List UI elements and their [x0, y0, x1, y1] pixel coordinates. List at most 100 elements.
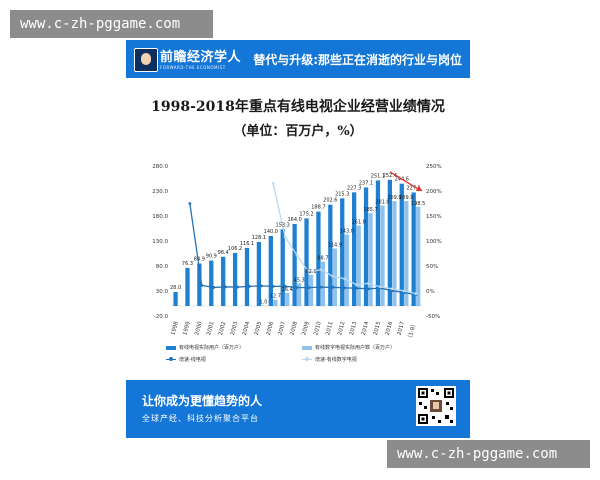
x-tick-label: 2014 — [361, 320, 371, 336]
growth-point-total — [200, 283, 204, 287]
y-tick-label: 30.0 — [156, 289, 169, 295]
bar-digital-users — [368, 213, 373, 306]
bar-line-chart: -20.0 30.0 80.0 130.0 180.0 230.0 280.0 -50% 0% 5… — [152, 164, 442, 338]
data-label-total: 215.3 — [335, 191, 349, 197]
legend-item-growth-digital: 增速-有线数字电视 — [302, 356, 357, 363]
brand-name: 前瞻经济学人 — [160, 50, 242, 65]
data-label-total: 175.2 — [299, 211, 313, 217]
y2-tick-label: 250% — [426, 164, 442, 170]
data-label-total: 76.3 — [182, 261, 193, 267]
growth-point-digital — [271, 182, 275, 185]
bar-total-users — [387, 179, 392, 306]
decline-arrowhead — [415, 185, 423, 192]
bar-total-users — [244, 247, 250, 306]
bar-digital-users — [356, 225, 361, 306]
growth-point-total — [367, 287, 370, 291]
data-label-total: 106.2 — [228, 246, 242, 252]
watermark-bottom: www.c-zh-pggame.com — [387, 440, 590, 468]
data-label-digital: 209.9 — [387, 195, 401, 201]
growth-point-digital — [367, 281, 370, 285]
data-label-total: 153.3 — [276, 222, 290, 228]
growth-point-total — [283, 284, 287, 288]
bar-digital-users — [320, 261, 326, 306]
data-label-digital: 143.0 — [340, 229, 354, 235]
data-label-digital: 62.1 — [305, 269, 316, 275]
bar-total-users — [352, 192, 357, 306]
bar-total-users — [340, 198, 345, 306]
data-label-total: 128.1 — [252, 235, 266, 241]
watermark-top: www.c-zh-pggame.com — [10, 10, 213, 38]
bar-total-users — [209, 260, 214, 306]
growth-point-digital — [343, 277, 347, 281]
bar-digital-users — [285, 292, 290, 306]
brand-subtitle: FORWARD·THE ECONOMIST — [160, 65, 226, 70]
growth-point-total — [224, 285, 227, 289]
growth-point-total — [259, 284, 263, 288]
y2-tick-label: 100% — [426, 239, 442, 245]
bar-total-users — [268, 236, 273, 306]
x-tick-label: 2010 — [313, 320, 323, 336]
data-label-digital: 185.7 — [363, 207, 377, 213]
bar-total-users — [221, 256, 226, 306]
data-label-digital: 161.0 — [352, 220, 366, 226]
bar-total-users — [292, 224, 297, 306]
x-tick-label: 2012 — [337, 321, 346, 336]
bar-total-users — [316, 211, 321, 306]
y-tick-label: 130.0 — [152, 239, 168, 245]
data-label-total: 116.1 — [240, 241, 254, 247]
x-tick-label: 2003 — [230, 320, 240, 336]
x-tick-label: 2005 — [254, 320, 264, 336]
growth-point-digital — [390, 287, 394, 291]
data-label-total: 98.4 — [218, 250, 229, 256]
growth-point-digital — [283, 235, 287, 239]
data-label-digital: 201.0 — [375, 200, 389, 206]
bar-digital-users — [404, 201, 409, 306]
bar-total-users — [256, 241, 262, 306]
data-label-total: 188.7 — [311, 205, 325, 211]
x-tick-label: 2009 — [301, 320, 311, 336]
growth-point-total — [212, 286, 216, 289]
legend-item-total: 有线电视实际用户（百万户） — [166, 344, 244, 351]
x-tick-label: 2016 — [385, 320, 395, 336]
chart-subtitle: （单位：百万户，%） — [233, 124, 363, 139]
growth-point-total — [390, 289, 394, 293]
data-label-total: 202.6 — [323, 198, 337, 204]
data-label-digital: 1.0 — [259, 300, 267, 306]
data-label-total: 164.0 — [287, 217, 301, 223]
growth-point-digital — [355, 283, 358, 287]
bar-total-users — [411, 192, 416, 306]
bar-total-users — [197, 263, 202, 306]
y-tick-label: 230.0 — [152, 189, 168, 195]
y-tick-label: 80.0 — [156, 264, 169, 270]
data-label-digital: 198.5 — [411, 201, 425, 207]
bar-digital-users — [261, 305, 266, 306]
growth-point-digital — [402, 289, 406, 293]
bar-total-users — [173, 292, 178, 306]
x-tick-label: 2013 — [349, 320, 359, 336]
bar-digital-users — [380, 205, 385, 306]
y2-tick-label: -50% — [426, 314, 440, 320]
decline-arrow — [389, 171, 418, 189]
growth-point-total — [343, 286, 347, 290]
data-label-digital: 88.7 — [317, 256, 328, 262]
data-label-total: 252.4 — [383, 173, 397, 179]
bar-total-users — [399, 183, 404, 306]
data-label-digital: 12.7 — [270, 294, 281, 300]
footer-banner: 让你成为更懂趋势的人 全球产经、科技分析聚合平台 — [126, 380, 470, 438]
growth-point-digital — [307, 271, 311, 274]
y2-tick-label: 200% — [426, 189, 442, 195]
bar-digital-users — [273, 299, 278, 306]
growth-point-digital — [378, 285, 382, 289]
qr-code-icon — [416, 386, 456, 426]
bar-total-users — [304, 218, 309, 306]
data-label-total: 140.0 — [264, 229, 278, 235]
y2-tick-label: 0% — [426, 289, 435, 295]
bar-total-users — [280, 229, 285, 306]
x-tick-label: 2006 — [266, 320, 276, 336]
bar-digital-users — [344, 234, 349, 306]
growth-point-total — [188, 202, 192, 205]
growth-point-total — [247, 284, 251, 288]
x-tick-label: 2002 — [218, 321, 227, 336]
data-label-total: 84.9 — [194, 257, 205, 263]
chart-title: 1998-2018年重点有线电视企业经营业绩情况 — [151, 99, 445, 115]
